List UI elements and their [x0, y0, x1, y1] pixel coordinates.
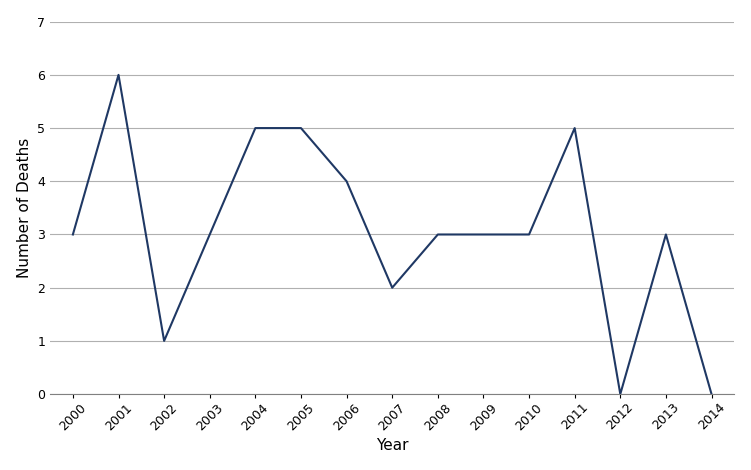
X-axis label: Year: Year [376, 439, 409, 454]
Y-axis label: Number of Deaths: Number of Deaths [17, 138, 32, 278]
